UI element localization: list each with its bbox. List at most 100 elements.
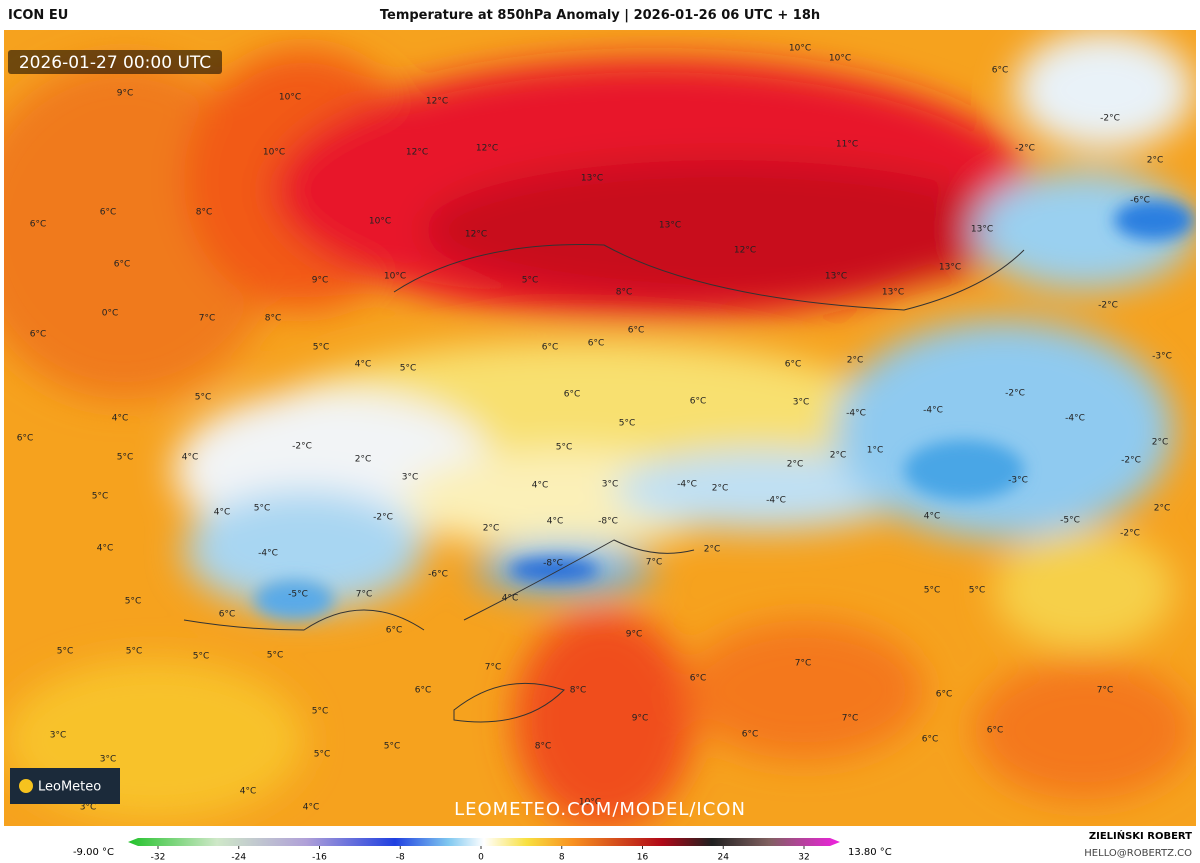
temperature-label: 8°C (570, 686, 587, 696)
temperature-label: 2°C (787, 460, 804, 470)
temperature-label: -4°C (677, 480, 697, 490)
colorbar-tick-label: 0 (478, 853, 484, 863)
temperature-field (4, 30, 1194, 826)
temperature-label: 6°C (742, 730, 759, 740)
colorbar-max: 13.80 °C (848, 847, 892, 858)
colorbar-tick-label: -32 (151, 853, 166, 863)
temperature-label: 4°C (182, 453, 199, 463)
temperature-label: -2°C (292, 442, 312, 452)
temperature-label: 9°C (312, 276, 329, 286)
temperature-label: 13°C (971, 225, 993, 235)
watermark: LEOMETEO.COM/MODEL/ICON (454, 799, 746, 820)
colorbar-tick-label: 8 (559, 853, 565, 863)
logo: LeoMeteo (38, 780, 101, 795)
temperature-label: 2°C (712, 484, 729, 494)
temperature-label: 7°C (485, 663, 502, 673)
temperature-label: 5°C (924, 586, 941, 596)
temperature-label: 3°C (402, 473, 419, 483)
colorbar-tick-label: 32 (798, 853, 809, 863)
temperature-label: 6°C (987, 726, 1004, 736)
temperature-label: 5°C (522, 276, 539, 286)
temperature-label: 5°C (969, 586, 986, 596)
temperature-label: 7°C (842, 714, 859, 724)
temperature-label: 6°C (628, 326, 645, 336)
temperature-label: -8°C (543, 559, 563, 569)
temperature-label: 7°C (199, 314, 216, 324)
temperature-label: 3°C (602, 480, 619, 490)
temperature-label: 3°C (793, 398, 810, 408)
temperature-label: 3°C (100, 755, 117, 765)
temperature-label: 5°C (254, 504, 271, 514)
title: Temperature at 850hPa Anomaly | 2026-01-… (379, 8, 821, 23)
temperature-label: 9°C (117, 89, 134, 99)
temperature-label: -6°C (1130, 196, 1150, 206)
temperature-label: 13°C (659, 221, 681, 231)
temperature-label: 13°C (581, 174, 603, 184)
temperature-label: 11°C (836, 140, 858, 150)
colorbar-tick-label: -16 (312, 853, 327, 863)
temperature-label: 8°C (616, 288, 633, 298)
temperature-label: 10°C (369, 217, 391, 227)
temperature-label: 6°C (219, 610, 236, 620)
temperature-label: 6°C (690, 397, 707, 407)
temperature-label: 6°C (17, 434, 34, 444)
temperature-label: 5°C (193, 652, 210, 662)
temperature-label: 1°C (867, 446, 884, 456)
temperature-label: -4°C (923, 406, 943, 416)
temperature-label: 7°C (356, 590, 373, 600)
temperature-label: 9°C (632, 714, 649, 724)
temperature-label: 4°C (214, 508, 231, 518)
temperature-label: 6°C (922, 735, 939, 745)
temperature-label: 5°C (313, 343, 330, 353)
temperature-label: 10°C (263, 148, 285, 158)
temperature-label: 4°C (303, 803, 320, 813)
temperature-label: 10°C (279, 93, 301, 103)
temperature-label: 6°C (564, 390, 581, 400)
temperature-label: 4°C (532, 481, 549, 491)
temperature-label: 5°C (195, 393, 212, 403)
temperature-label: -3°C (1152, 352, 1172, 362)
temperature-label: 13°C (939, 263, 961, 273)
timestamp-box (8, 50, 222, 74)
temperature-label: 5°C (267, 651, 284, 661)
temperature-label: 7°C (646, 558, 663, 568)
temperature-label: 4°C (112, 414, 129, 424)
author: ZIELIŃSKI ROBERT (1089, 829, 1192, 842)
temperature-label: 4°C (924, 512, 941, 522)
temperature-label: 13°C (882, 288, 904, 298)
temperature-label: 7°C (795, 659, 812, 669)
colorbar-tick-label: 16 (637, 853, 649, 863)
temperature-label: 5°C (126, 647, 143, 657)
temperature-label: 4°C (355, 360, 372, 370)
colorbar-tick-label: 24 (718, 853, 730, 863)
temperature-label: 6°C (100, 208, 117, 218)
temperature-label: 5°C (92, 492, 109, 502)
cyprus (453, 682, 565, 723)
temperature-label: -8°C (598, 517, 618, 527)
temperature-label: 6°C (386, 626, 403, 636)
temperature-label: 8°C (196, 208, 213, 218)
temperature-label: 4°C (240, 787, 257, 797)
colorbar-tick-label: -8 (396, 853, 405, 863)
temperature-label: 5°C (556, 443, 573, 453)
temperature-label: 10°C (579, 798, 601, 808)
temperature-label: 5°C (384, 742, 401, 752)
temperature-label: 10°C (829, 54, 851, 64)
logo-sun (19, 779, 33, 793)
temperature-label: 6°C (992, 66, 1009, 76)
temperature-label: 2°C (1152, 438, 1169, 448)
coastline (393, 244, 1025, 311)
temperature-label: -2°C (1015, 144, 1035, 154)
model-name: ICON EU (8, 8, 69, 23)
temperature-label: 12°C (734, 246, 756, 256)
temperature-label: 0°C (102, 309, 119, 319)
temperature-label: 3°C (80, 803, 97, 813)
temperature-label: -6°C (428, 570, 448, 580)
temperature-label: 3°C (50, 731, 67, 741)
temperature-label: 8°C (535, 742, 552, 752)
temperature-label: -5°C (288, 590, 308, 600)
temperature-label: 5°C (125, 597, 142, 607)
temperature-label: -3°C (1008, 476, 1028, 486)
temperature-label: 6°C (30, 330, 47, 340)
